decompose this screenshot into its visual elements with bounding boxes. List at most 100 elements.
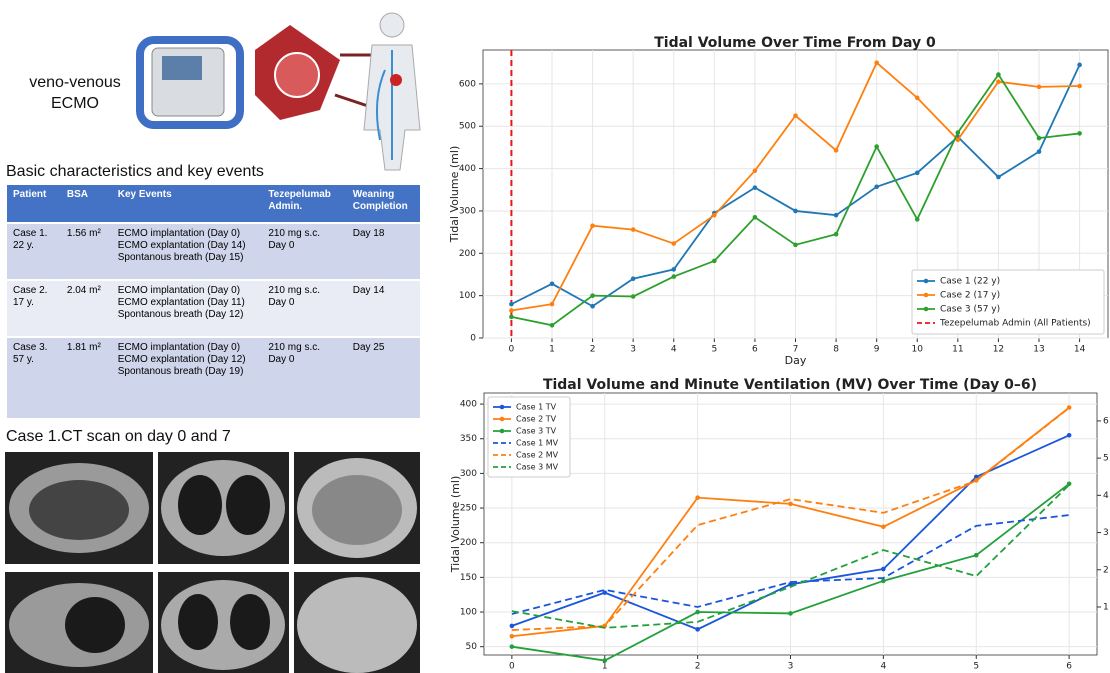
ct-images [5,452,420,673]
table-cell: ECMO implantation (Day 0)ECMO explantati… [112,281,263,336]
y-tick-label: 0 [470,334,476,344]
data-point [956,130,961,135]
x-tick-label: 3 [788,662,794,672]
cell-line: Case 2. [13,285,55,297]
table-cell: Case 1.22 y. [7,224,61,279]
data-point [753,215,758,220]
table-cell: Case 2.17 y. [7,281,61,336]
cell-line: Patient [13,189,55,201]
x-tick-label: 7 [793,345,799,355]
cell-line: 210 mg s.c. [268,228,340,240]
cell-line: Day 0 [268,240,340,252]
legend-label: Case 3 MV [516,463,559,472]
y2-tick-label: 5 [1103,454,1109,464]
data-point [590,293,595,298]
data-point [1077,84,1082,89]
table-cell: 210 mg s.c.Day 0 [262,224,346,279]
data-point [874,60,879,65]
data-point [834,148,839,153]
cell-line: ECMO implantation (Day 0) [118,342,257,354]
table-cell: Day 14 [347,281,420,336]
cell-line: Key Events [118,189,257,201]
cell-line: 17 y. [13,297,55,309]
data-point [881,579,886,584]
cell-line: 1.56 m² [67,228,106,240]
table-title: Basic characteristics and key events [6,163,264,181]
x-axis-label: Day [785,354,807,367]
x-tick-label: 10 [912,345,924,355]
cell-line: 1.81 m² [67,342,106,354]
data-point [550,302,555,307]
y2-tick-label: 3 [1103,528,1109,538]
table-row: PatientBSAKey EventsTezepelumabAdmin.Wea… [7,185,420,222]
y-tick-label: 50 [466,642,478,652]
cell-line: 210 mg s.c. [268,285,340,297]
cell-line: ECMO explantation (Day 14) [118,240,257,252]
legend-marker [924,293,929,298]
table-cell: 1.56 m² [61,224,112,279]
cell-line: BSA [67,189,106,201]
chart-title: Tidal Volume and Minute Ventilation (MV)… [543,377,1037,393]
y-tick-label: 200 [459,249,476,259]
data-point [753,185,758,190]
cell-line: Day 0 [268,354,340,366]
data-point [590,304,595,309]
x-tick-label: 14 [1074,345,1086,355]
data-point [874,185,879,190]
x-tick-label: 2 [590,345,596,355]
data-point [1067,433,1072,438]
data-point [915,96,920,101]
legend-marker [924,279,929,284]
cell-line: ECMO implantation (Day 0) [118,285,257,297]
data-point [671,241,676,246]
legend-label: Tezepelumab Admin (All Patients) [939,319,1091,329]
data-point [753,168,758,173]
y-tick-label: 400 [460,400,477,410]
data-point [996,79,1001,84]
data-point [510,634,515,639]
table-cell: Key Events [112,185,263,222]
ecmo-label: veno-venous ECMO [20,72,130,114]
legend-label: Case 1 MV [516,439,559,448]
y-tick-label: 300 [459,206,476,216]
data-point [695,610,700,615]
x-tick-label: 5 [711,345,717,355]
x-tick-label: 9 [874,345,880,355]
table-row: Case 1.22 y. 1.56 m² ECMO implantation (Da… [7,224,420,279]
y-tick-label: 150 [460,573,477,583]
cell-line: Day 14 [353,285,414,297]
data-point [915,217,920,222]
data-point [793,243,798,248]
data-point [1037,149,1042,154]
y-tick-label: 200 [460,538,477,548]
x-tick-label: 4 [881,662,887,672]
cell-line: ECMO explantation (Day 12) [118,354,257,366]
legend-label: Case 3 (57 y) [940,305,1000,315]
y-axis-label: Tidal Volume (ml) [449,476,462,573]
cell-line: ECMO implantation (Day 0) [118,228,257,240]
legend-label: Case 2 TV [516,415,557,424]
y-tick-label: 100 [460,608,477,618]
data-point [602,658,607,663]
data-point [712,213,717,218]
legend-label: Case 2 (17 y) [940,291,1000,301]
table-cell: BSA [61,185,112,222]
y2-tick-label: 6 [1103,416,1109,426]
data-point [881,524,886,529]
cell-line: Day 25 [353,342,414,354]
cell-line: 210 mg s.c. [268,342,340,354]
cell-line: 22 y. [13,240,55,252]
x-tick-label: 2 [695,662,701,672]
data-point [874,144,879,149]
y-tick-label: 400 [459,164,476,174]
x-tick-label: 6 [752,345,758,355]
chart: Tidal Volume and Minute Ventilation (MV)… [449,377,1110,673]
legend-marker [500,405,505,410]
table-cell: Day 18 [347,224,420,279]
data-point [1037,136,1042,141]
legend-label: Case 1 TV [516,403,557,412]
data-point [956,137,961,142]
data-point [788,502,793,507]
